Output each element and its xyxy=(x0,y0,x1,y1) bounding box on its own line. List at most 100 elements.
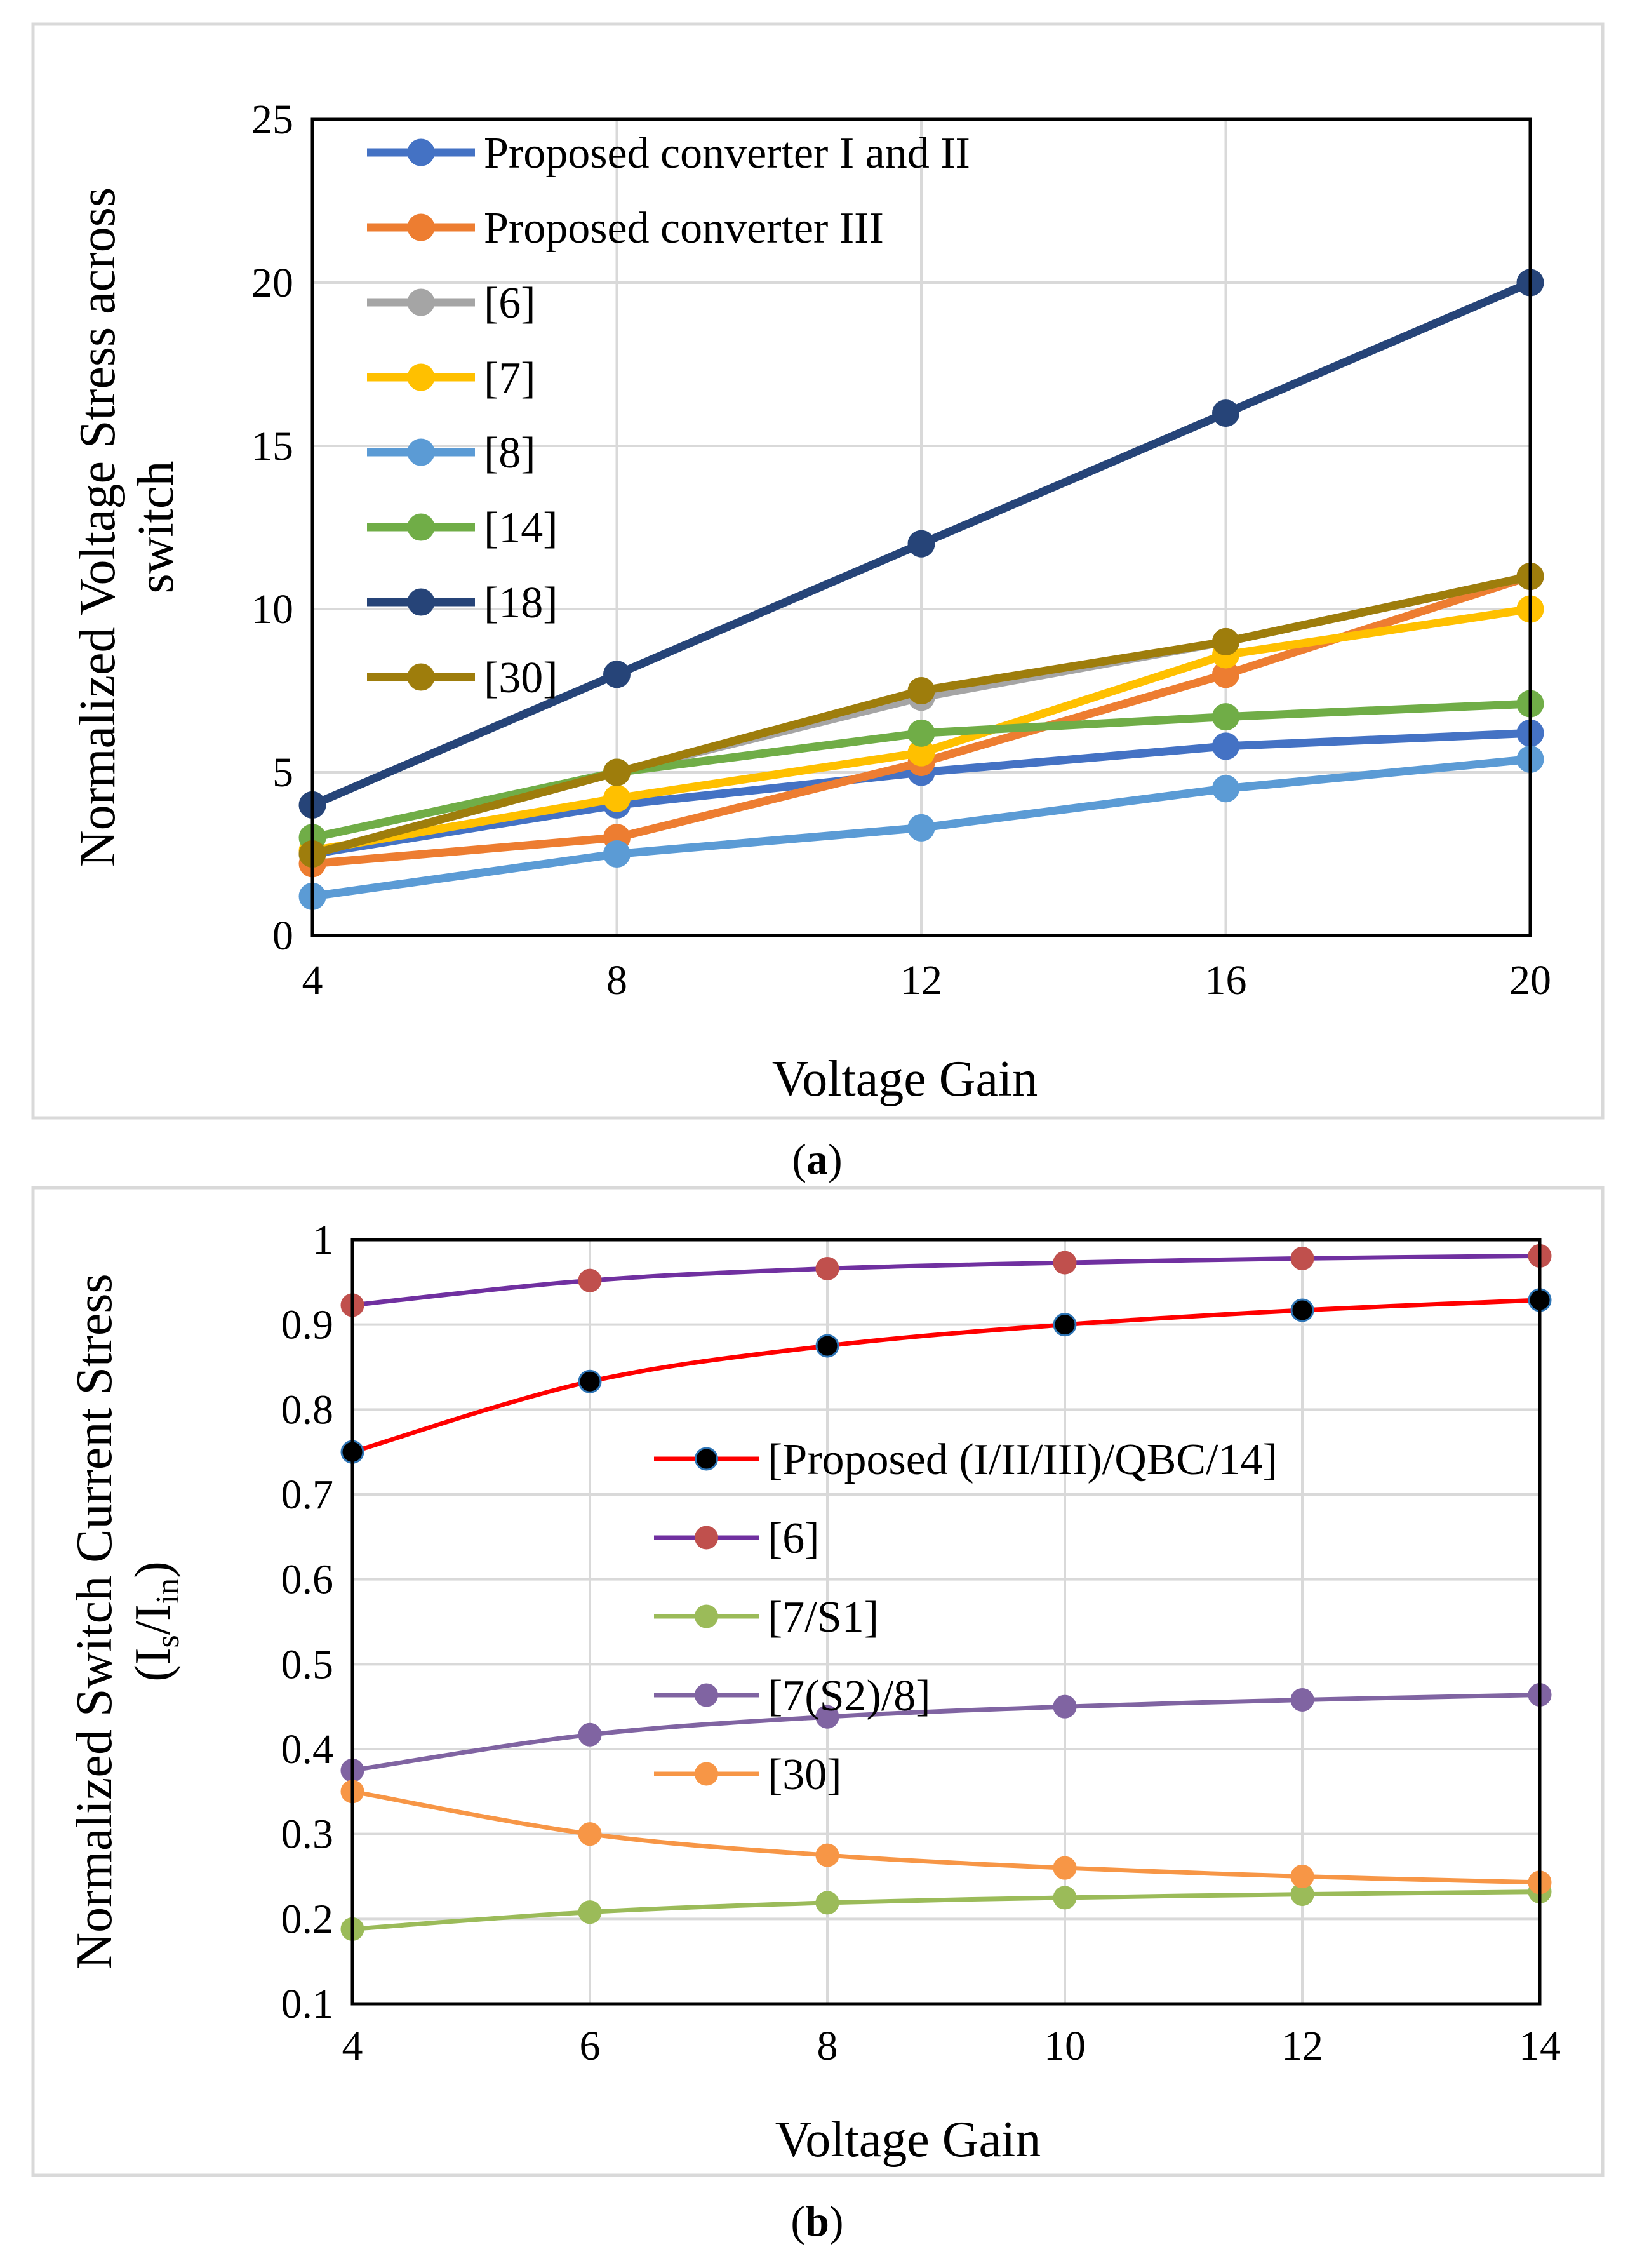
b-y-tick-5: 0.6 xyxy=(281,1557,334,1603)
b-point-6-4 xyxy=(1290,1246,1314,1270)
a-legend-label: Proposed converter I and II xyxy=(484,129,970,178)
b-legend-swatch-marker xyxy=(695,1683,718,1707)
a-legend-swatch-marker xyxy=(407,588,435,616)
a-x-tick-2: 12 xyxy=(900,957,942,1003)
a-x-tick-1: 8 xyxy=(606,957,627,1003)
b-point-7-s2-8-2 xyxy=(815,1705,839,1729)
a-legend-label: [7] xyxy=(484,354,536,403)
b-series-line-6 xyxy=(352,1253,1540,1308)
b-point-30-3 xyxy=(1053,1856,1077,1880)
b-point-7-s1-1 xyxy=(578,1900,602,1924)
b-x-tick-2: 8 xyxy=(817,2023,838,2069)
b-x-tick-4: 12 xyxy=(1281,2023,1323,2069)
b-y-tick-2: 0.3 xyxy=(281,1811,334,1858)
b-legend-swatch-marker xyxy=(695,1762,718,1786)
a-point-14-2 xyxy=(907,719,935,747)
b-legend-item-7-s1: [7/S1] xyxy=(654,1593,879,1642)
b-legend-label: [30] xyxy=(768,1750,842,1799)
b-x-tick-5: 14 xyxy=(1519,2023,1561,2069)
a-point-8-2 xyxy=(907,814,935,842)
a-legend-item-8: [8] xyxy=(367,429,536,478)
b-point-30-2 xyxy=(815,1843,839,1867)
panel-b-x-tick-labels: 4 6 8 10 12 14 xyxy=(342,2023,1561,2069)
a-legend-swatch-marker xyxy=(407,363,435,391)
a-legend-item-14: [14] xyxy=(367,504,558,553)
panel-a-frame xyxy=(31,22,1605,1120)
b-legend-item-6: [6] xyxy=(654,1514,820,1563)
b-series-proposed-i-ii-iii-qbc-14 xyxy=(340,1288,1552,1464)
b-point-7-s2-8-1 xyxy=(578,1722,602,1747)
b-y-tick-1: 0.2 xyxy=(281,1896,334,1942)
b-legend-swatch-marker xyxy=(695,1526,718,1550)
a-legend-swatch-marker xyxy=(407,513,435,541)
b-point-7-s2-8-3 xyxy=(1053,1694,1077,1719)
panel-b: 4 6 8 10 12 14 0.1 0.2 0.3 0.4 0.5 0.6 0.7 0.8 0.9 1 [… xyxy=(31,1186,1605,2177)
b-legend-label: [7/S1] xyxy=(768,1593,879,1642)
b-legend-label: [6] xyxy=(768,1514,820,1563)
a-point-18-2 xyxy=(907,530,935,558)
panel-b-plot-border xyxy=(350,1238,1542,2006)
a-y-tick-5: 25 xyxy=(251,97,293,143)
b-series-line-7-s1 xyxy=(352,1889,1540,1931)
a-legend-swatch-marker xyxy=(407,213,435,241)
b-point-proposed-i-ii-iii-qbc-14-4 xyxy=(1290,1298,1314,1322)
a-point-14-3 xyxy=(1212,703,1239,731)
b-point-30-4 xyxy=(1290,1865,1314,1888)
b-y-tick-8: 0.9 xyxy=(281,1302,334,1348)
a-legend-swatch-marker xyxy=(407,288,435,316)
a-y-tick-0: 0 xyxy=(272,913,293,959)
a-legend-label: Proposed converter III xyxy=(484,204,884,253)
a-legend-label: [30] xyxy=(484,654,558,702)
a-legend-item-30: [30] xyxy=(367,654,558,702)
b-series-line-proposed-i-ii-iii-qbc-14 xyxy=(352,1298,1540,1454)
panel-b-y-axis-title-line2: (Is/Iin) xyxy=(125,1561,186,1682)
a-legend-swatch-marker xyxy=(407,438,435,466)
b-legend-item-30: [30] xyxy=(654,1750,842,1799)
b-point-proposed-i-ii-iii-qbc-14-3 xyxy=(1053,1313,1077,1337)
b-series-7-s2-8 xyxy=(340,1682,1552,1782)
a-point-8-3 xyxy=(1212,775,1239,803)
a-y-tick-1: 5 xyxy=(272,749,293,796)
panel-b-legend: [Proposed (I/II/III)/QBC/14] [6] [7/S1] [7(… xyxy=(654,1435,1278,1799)
panel-a-x-tick-labels: 4 8 12 16 20 xyxy=(302,957,1552,1003)
b-point-30-1 xyxy=(578,1822,602,1846)
a-point-30-1 xyxy=(603,758,631,786)
a-legend-label: [6] xyxy=(484,279,536,328)
a-legend-item-proposed-converter-i-and-ii: Proposed converter I and II xyxy=(367,129,970,178)
b-legend-label: [Proposed (I/II/III)/QBC/14] xyxy=(768,1435,1278,1484)
b-y-tick-0: 0.1 xyxy=(281,1981,334,2027)
a-point-18-1 xyxy=(603,661,631,688)
b-legend-label: [7(S2)/8] xyxy=(768,1672,931,1721)
b-series-line-7-s2-8 xyxy=(352,1693,1540,1773)
panel-a-y-axis-title-line1: Normalized Voltage Stress across xyxy=(70,187,126,867)
b-y-tick-9: 1 xyxy=(312,1217,333,1263)
a-point-30-2 xyxy=(907,677,935,704)
b-point-proposed-i-ii-iii-qbc-14-2 xyxy=(815,1334,839,1358)
b-x-tick-0: 4 xyxy=(342,2023,363,2069)
a-point-18-3 xyxy=(1212,399,1239,427)
panel-b-y-axis-title-line1: Normalized Switch Current Stress xyxy=(67,1273,123,1969)
b-point-7-s1-3 xyxy=(1053,1886,1077,1910)
panel-b-y-tick-labels: 0.1 0.2 0.3 0.4 0.5 0.6 0.7 0.8 0.9 1 xyxy=(281,1217,334,2027)
b-series-line-30 xyxy=(352,1789,1540,1885)
a-legend-swatch-marker xyxy=(407,138,435,166)
b-point-6-3 xyxy=(1053,1251,1077,1275)
panel-a-plot-border xyxy=(310,117,1532,937)
b-y-tick-6: 0.7 xyxy=(281,1472,334,1518)
b-y-tick-4: 0.5 xyxy=(281,1641,334,1688)
a-x-tick-4: 20 xyxy=(1509,957,1551,1003)
a-legend-item-18: [18] xyxy=(367,579,558,627)
b-x-tick-1: 6 xyxy=(580,2023,601,2069)
panel-a-y-axis-title-line2: switch xyxy=(128,461,184,594)
panel-b-x-axis-title: Voltage Gain xyxy=(775,2112,1041,2168)
a-legend-item-6: [6] xyxy=(367,279,536,328)
a-point-7-1 xyxy=(603,784,631,812)
b-x-tick-3: 10 xyxy=(1044,2023,1086,2069)
panel-a-y-tick-labels: 0 5 10 15 20 25 xyxy=(251,97,293,959)
b-legend-item-7-s2-8: [7(S2)/8] xyxy=(654,1672,931,1721)
b-legend-swatch-marker xyxy=(695,1447,718,1471)
panel-a: 4 8 12 16 20 0 5 10 15 20 25 Proposed converter I… xyxy=(31,22,1605,1120)
b-legend-item-proposed-i-ii-iii-qbc-14: [Proposed (I/II/III)/QBC/14] xyxy=(654,1435,1278,1484)
a-legend-label: [14] xyxy=(484,504,558,553)
b-point-proposed-i-ii-iii-qbc-14-1 xyxy=(578,1369,602,1393)
